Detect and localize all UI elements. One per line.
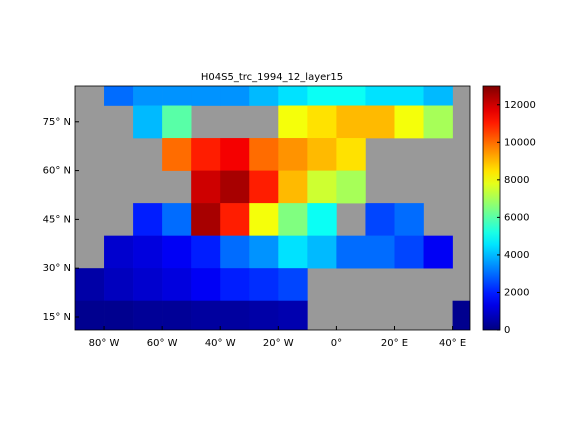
cell [249, 268, 279, 302]
cell [104, 235, 134, 269]
colorbar-tick-label: 4000 [504, 250, 529, 261]
cell [336, 138, 366, 171]
cell [307, 105, 337, 139]
cell [365, 235, 395, 269]
cell [394, 105, 424, 139]
cell [220, 138, 250, 171]
y-tick-label: 75° N [43, 117, 71, 128]
cell [336, 235, 366, 269]
x-tick-label: 40° E [439, 338, 466, 349]
cell [104, 86, 134, 106]
y-tick-label: 15° N [43, 312, 71, 323]
cell [191, 268, 221, 302]
cell [191, 300, 221, 330]
cell [365, 105, 395, 139]
cell [133, 86, 163, 106]
y-tick-label: 45° N [43, 214, 71, 225]
cell [365, 203, 395, 236]
cell [336, 170, 366, 204]
cell [162, 268, 192, 302]
cell [133, 268, 163, 302]
x-tick-label: 60° W [147, 338, 178, 349]
cell [394, 203, 424, 236]
cell [191, 138, 221, 171]
colorbar-tick-label: 12000 [504, 100, 536, 111]
x-tick-label: 20° E [381, 338, 408, 349]
plot-frame [74, 85, 471, 331]
cell [307, 170, 337, 204]
cell [220, 86, 250, 106]
cell [162, 235, 192, 269]
cell [191, 203, 221, 236]
cell [162, 138, 192, 171]
cell [249, 86, 279, 106]
cell [278, 203, 308, 236]
cell [278, 138, 308, 171]
cell [278, 105, 308, 139]
cell [365, 86, 395, 106]
cell [133, 235, 163, 269]
cell [278, 268, 308, 302]
cell [336, 86, 366, 106]
cell [307, 235, 337, 269]
colorbar-tick-label: 10000 [504, 137, 536, 148]
y-tick-label: 30° N [43, 263, 71, 274]
cell [307, 86, 337, 106]
cell [423, 235, 453, 269]
cell [162, 86, 192, 106]
cell [220, 203, 250, 236]
cell [162, 300, 192, 330]
cell [249, 235, 279, 269]
colorbar [482, 85, 501, 331]
cell [104, 300, 134, 330]
cell [336, 105, 366, 139]
cell [249, 203, 279, 236]
cell [220, 268, 250, 302]
cell [307, 203, 337, 236]
chart-title: H04S5_trc_1994_12_layer15 [201, 72, 343, 83]
cell [278, 235, 308, 269]
cell [278, 300, 308, 330]
cell [75, 268, 105, 302]
cell [133, 203, 163, 236]
cell [278, 86, 308, 106]
cell [162, 203, 192, 236]
cell [278, 170, 308, 204]
cell [191, 170, 221, 204]
ocean-cells [75, 86, 470, 330]
cell [75, 300, 105, 330]
x-tick-label: 0° [331, 338, 342, 349]
cell [394, 235, 424, 269]
colorbar-tick-label: 6000 [504, 212, 529, 223]
x-tick-label: 40° W [205, 338, 236, 349]
cell [133, 300, 163, 330]
colorbar-tick-label: 8000 [504, 175, 529, 186]
x-tick-label: 80° W [89, 338, 120, 349]
cell [162, 105, 192, 139]
cell [104, 268, 134, 302]
cell [423, 86, 453, 106]
cell [220, 235, 250, 269]
cell [249, 170, 279, 204]
colorbar-tick-label: 0 [504, 325, 510, 336]
cell [307, 138, 337, 171]
y-tick-label: 60° N [43, 166, 71, 177]
cell [249, 138, 279, 171]
cell [394, 86, 424, 106]
cell [191, 86, 221, 106]
cell [220, 300, 250, 330]
cell [423, 105, 453, 139]
colorbar-tick-label: 2000 [504, 287, 529, 298]
cell [133, 105, 163, 139]
cell [220, 170, 250, 204]
cell [452, 300, 470, 330]
cell [249, 300, 279, 330]
cell [191, 235, 221, 269]
x-tick-label: 20° W [263, 338, 294, 349]
